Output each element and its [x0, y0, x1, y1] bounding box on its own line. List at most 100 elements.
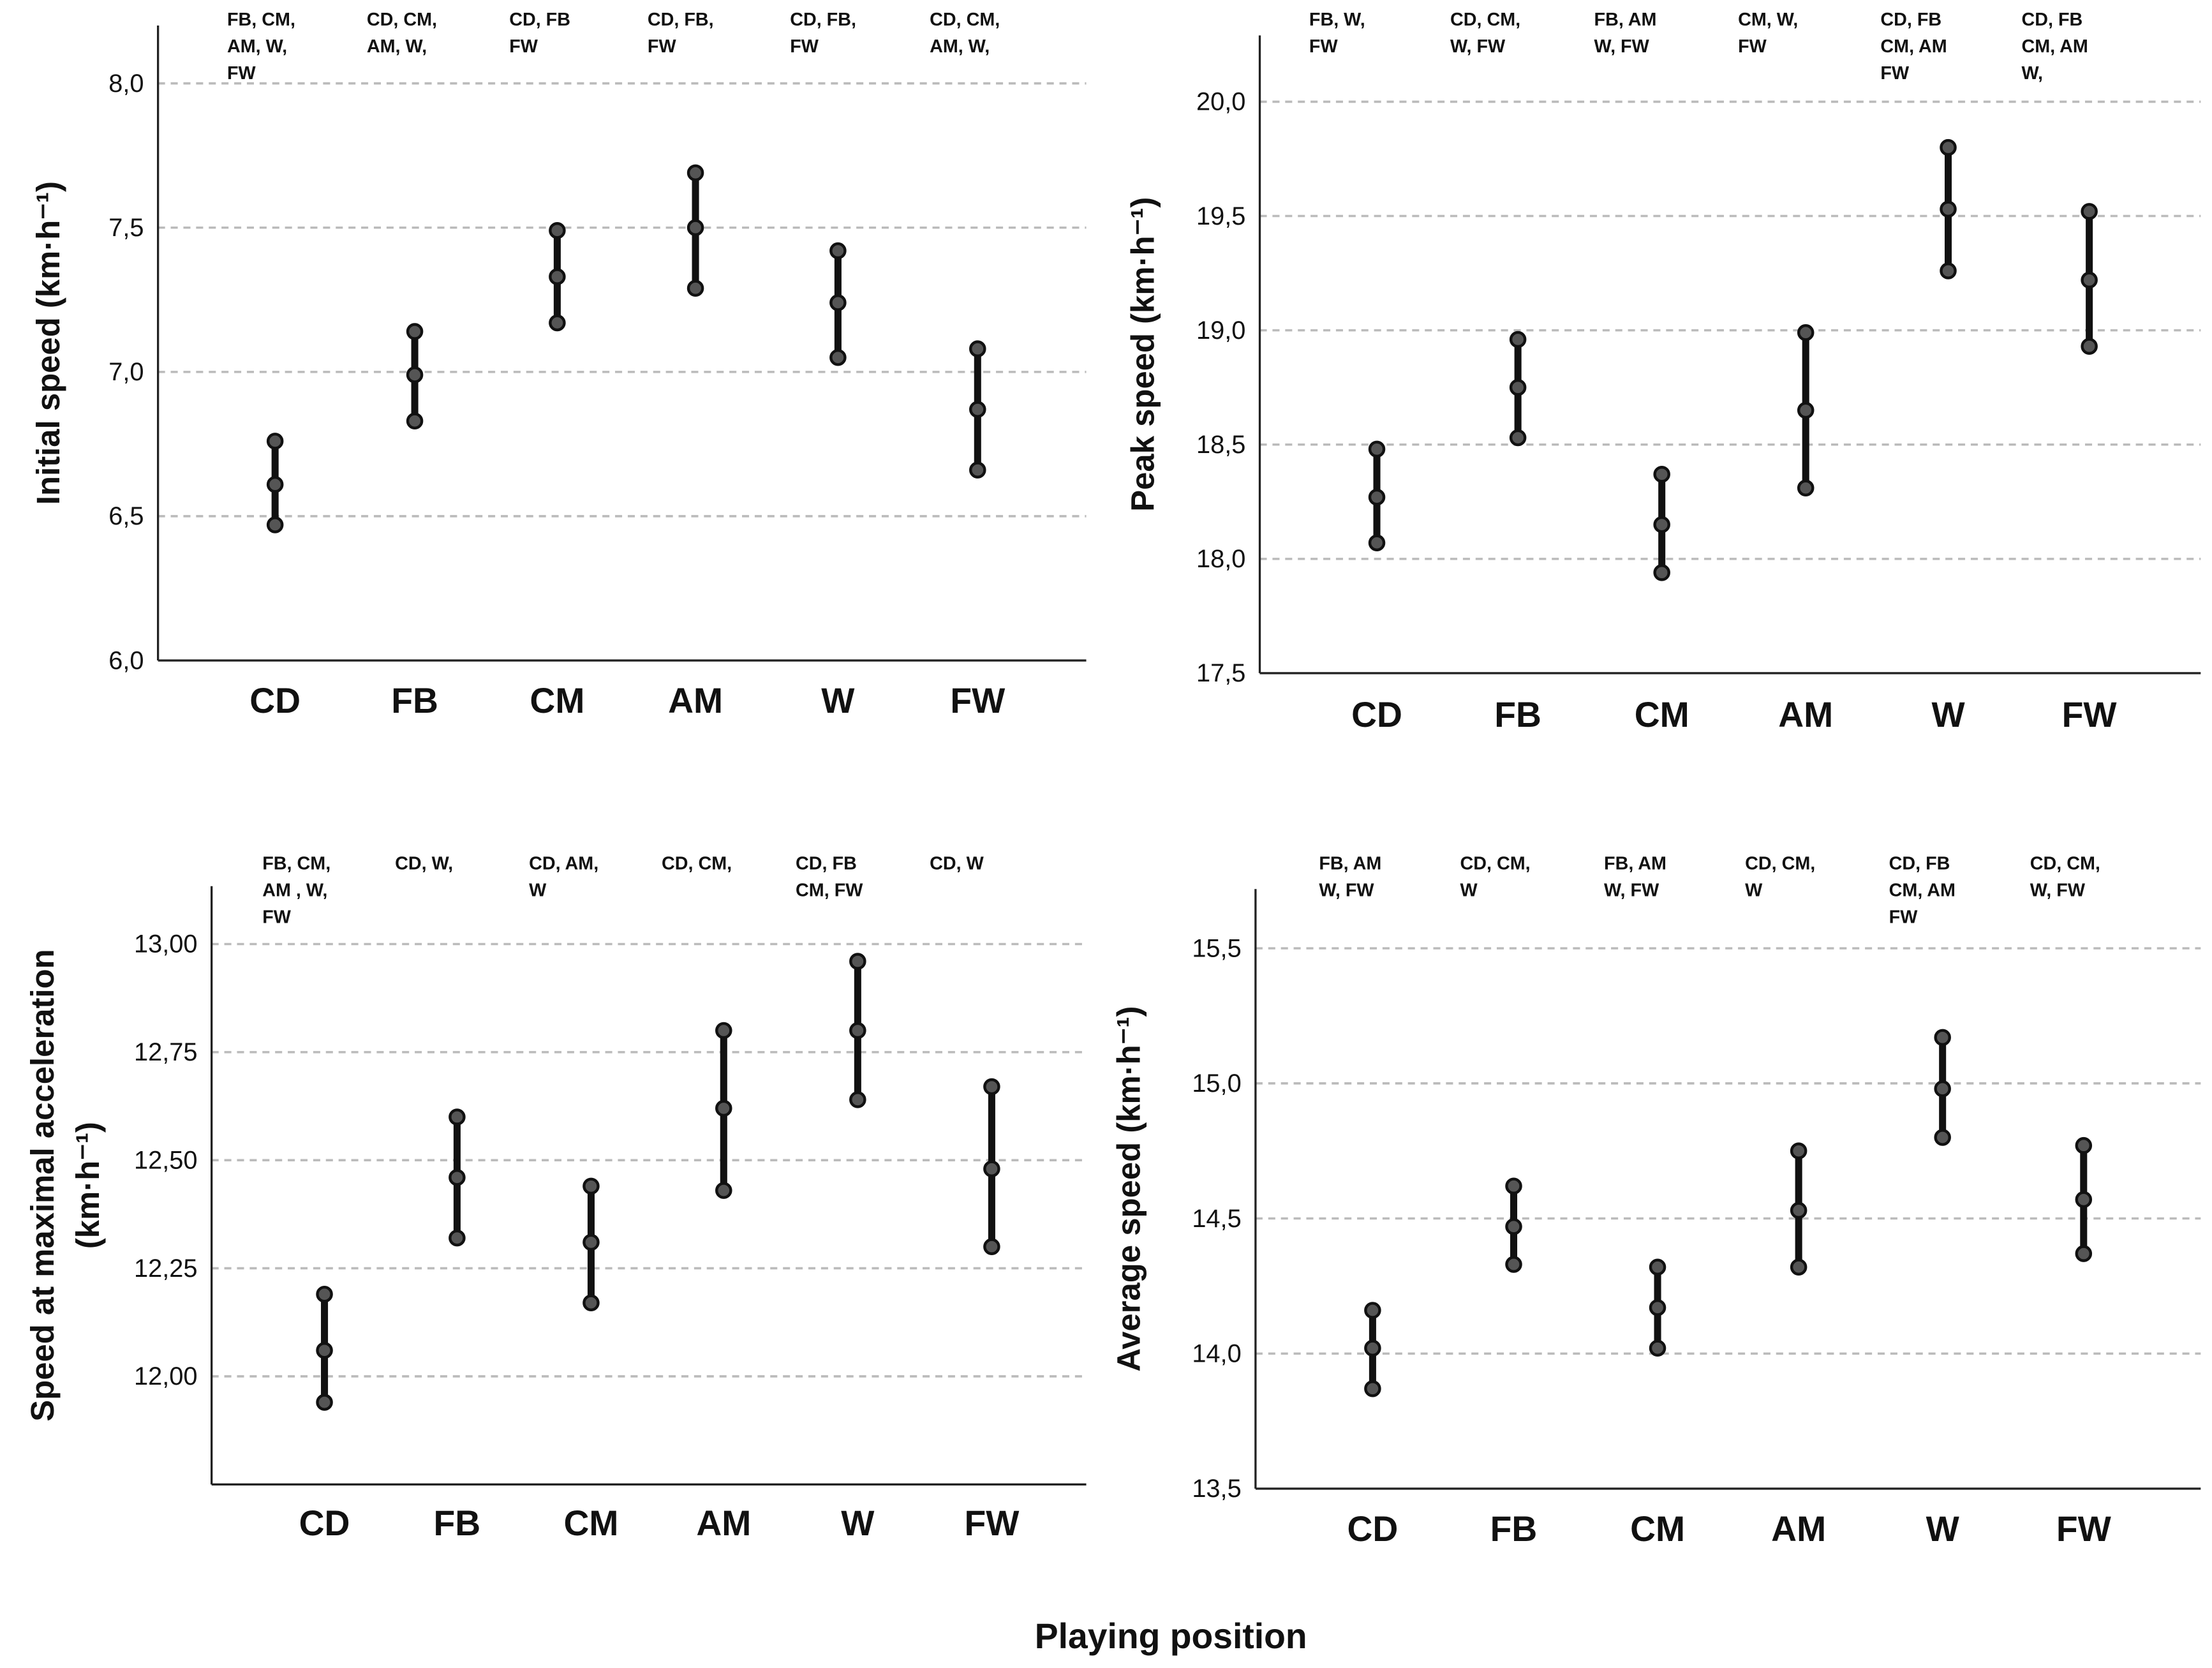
x-tick-label: CD [1347, 1509, 1398, 1549]
mean-marker [1368, 488, 1386, 506]
significance-annotation: FW [1309, 36, 1339, 57]
significance-annotation: W, FW [1594, 36, 1650, 57]
panel-4: 13,5 14,0 14,5 15,0 15,5 Average speed (km·h⁻… [1111, 853, 2201, 1549]
ci-upper-marker [316, 1285, 333, 1303]
significance-annotation: W, [2022, 63, 2044, 84]
significance-annotation: FB, AM [1319, 853, 1381, 874]
ci-lower-marker [406, 412, 424, 430]
y-tick-label: 20,0 [1196, 88, 1245, 116]
significance-annotation: CD, W [930, 853, 984, 874]
ci-upper-marker [1790, 1142, 1807, 1159]
y-tick-label: 18,0 [1196, 545, 1245, 573]
significance-annotation: CD, CM, [1450, 10, 1520, 30]
ci-lower-marker [1509, 429, 1527, 447]
x-tick-label: AM [668, 681, 723, 720]
ci-upper-marker [2081, 203, 2098, 220]
x-tick-label: CD [1351, 695, 1402, 734]
x-tick-label: FW [2056, 1509, 2112, 1549]
mean-marker [687, 219, 704, 237]
x-tick-label: CM [1635, 695, 1689, 734]
significance-annotation: CM, FW [796, 880, 863, 900]
mean-marker [1649, 1299, 1666, 1316]
y-tick-label: 14,0 [1192, 1340, 1241, 1368]
ci-lower-marker [849, 1091, 866, 1108]
x-tick-label: CM [530, 681, 584, 720]
mean-marker [2081, 271, 2098, 289]
ci-lower-marker [1505, 1256, 1522, 1273]
ci-lower-marker [449, 1229, 466, 1247]
ci-lower-marker [266, 516, 284, 533]
y-tick-label: 12,25 [134, 1255, 198, 1283]
mean-marker [849, 1022, 866, 1039]
y-tick-label: 18,5 [1196, 431, 1245, 459]
significance-annotation: CD, AM, [529, 853, 598, 874]
x-tick-label: W [1926, 1509, 1960, 1549]
ci-upper-marker [849, 953, 866, 970]
x-tick-label: FB [391, 681, 438, 720]
y-tick-label: 6,0 [108, 646, 144, 674]
x-tick-label: FB [1490, 1509, 1538, 1549]
significance-annotation: CD, CM, [2030, 853, 2100, 874]
significance-annotation: FW [648, 36, 677, 57]
ci-lower-marker [829, 348, 847, 366]
ci-upper-marker [1368, 440, 1386, 458]
significance-annotation: W [1745, 880, 1763, 900]
x-tick-label: CD [299, 1503, 350, 1543]
mean-marker [1934, 1080, 1951, 1098]
ci-upper-marker [583, 1177, 600, 1195]
significance-annotation: FW [1880, 63, 1910, 84]
significance-annotation: FW [227, 63, 256, 84]
y-tick-label: 12,00 [134, 1362, 198, 1390]
significance-annotation: W, FW [2030, 880, 2086, 900]
panel-1: 6,0 6,5 7,0 7,5 8,0 Initial speed (km·h⁻¹) CD F… [30, 10, 1087, 720]
ci-lower-marker [1797, 479, 1815, 497]
significance-annotation: FB, AM [1594, 10, 1657, 30]
ci-upper-marker [1649, 1258, 1666, 1276]
mean-marker [715, 1099, 732, 1117]
x-tick-label: FB [1494, 695, 1541, 734]
mean-marker [1509, 378, 1527, 396]
y-tick-label: 17,5 [1196, 659, 1245, 687]
y-tick-label: 19,0 [1196, 316, 1245, 345]
significance-annotation: CD, CM, [930, 10, 1000, 30]
ci-lower-marker [1649, 1339, 1666, 1357]
ci-lower-marker [715, 1182, 732, 1199]
ci-upper-marker [1653, 466, 1670, 483]
y-axis-label: Speed at maximal acceleration [24, 949, 61, 1421]
ci-upper-marker [1934, 1029, 1951, 1046]
ci-lower-marker [969, 461, 986, 479]
ci-lower-marker [1368, 534, 1386, 552]
ci-upper-marker [549, 222, 566, 239]
significance-annotation: FW [790, 36, 819, 57]
significance-annotation: W [529, 880, 547, 900]
significance-annotation: W, FW [1319, 880, 1374, 900]
x-tick-label: AM [1771, 1509, 1826, 1549]
mean-marker [266, 475, 284, 493]
ci-upper-marker [1797, 324, 1815, 341]
mean-marker [406, 366, 424, 383]
y-tick-label: 13,00 [134, 930, 198, 958]
x-tick-label: W [821, 681, 855, 720]
significance-annotation: FB, CM, [227, 10, 295, 30]
ci-lower-marker [2081, 338, 2098, 355]
x-tick-label: W [1931, 695, 1965, 734]
y-tick-label: 12,50 [134, 1146, 198, 1174]
y-tick-label: 15,5 [1192, 934, 1241, 962]
ci-lower-marker [1364, 1380, 1381, 1397]
significance-annotation: CM, AM [1880, 36, 1947, 57]
x-tick-label: AM [1778, 695, 1833, 734]
ci-lower-marker [583, 1294, 600, 1312]
mean-marker [969, 401, 986, 418]
y-axis-label: Peak speed (km·h⁻¹) [1125, 197, 1161, 512]
significance-annotation: CM, AM [2022, 36, 2088, 57]
ci-upper-marker [449, 1108, 466, 1126]
ci-upper-marker [1505, 1177, 1522, 1195]
ci-upper-marker [1364, 1302, 1381, 1319]
y-tick-label: 7,5 [108, 214, 144, 242]
mean-marker [1364, 1339, 1381, 1357]
significance-annotation: CD, CM, [367, 10, 437, 30]
mean-marker [1505, 1217, 1522, 1235]
ci-lower-marker [1790, 1258, 1807, 1276]
mean-marker [983, 1160, 1000, 1178]
